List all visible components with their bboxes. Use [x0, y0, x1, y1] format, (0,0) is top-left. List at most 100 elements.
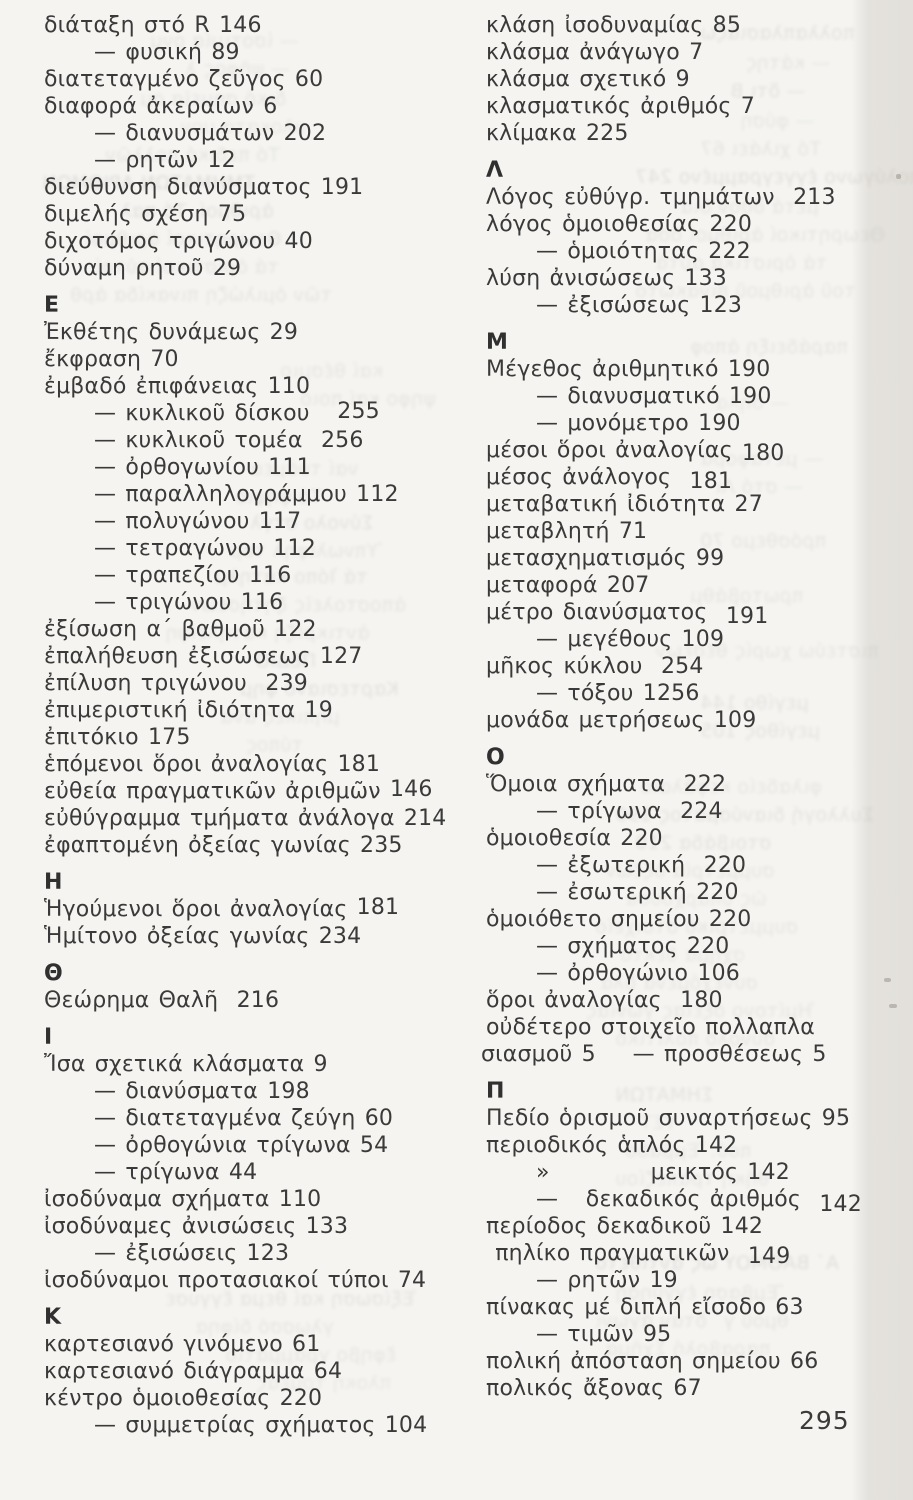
index-entry: — μεγέθους 109 — [486, 626, 912, 653]
index-page-ref: 95 — [812, 1106, 851, 1131]
index-term: ἐπαλήθευση ἐξισώσεως — [44, 644, 311, 669]
index-term: μῆκος κύκλου — [486, 654, 652, 679]
index-page-ref: 111 — [259, 455, 311, 480]
index-entry: κλίμακα 225 — [486, 120, 912, 147]
index-entry: » μεικτός 142 — [486, 1159, 912, 1186]
index-entry: ἰσοδύναμοι προτασιακοί τύποι 74 — [44, 1267, 478, 1294]
index-term: Ἐκθέτης δυνάμεως — [44, 320, 261, 345]
index-term: ἔκφραση — [44, 347, 142, 372]
index-term: ὁμοιοθεσία — [486, 826, 612, 851]
index-entry: δύναμη ρητοῦ 29 — [44, 255, 478, 282]
index-page-ref: 190 — [688, 411, 741, 436]
index-entry: μετασχηματισμός 99 — [486, 545, 912, 572]
index-entry: — φυσική 89 — [44, 39, 478, 66]
index-page-ref: 142 — [810, 1192, 862, 1217]
index-term: — ἐσωτερική — [536, 880, 687, 905]
index-page-ref: 133 — [296, 1214, 349, 1239]
section-letter: Λ — [486, 158, 504, 183]
index-term: λύση ἀνισώσεως — [486, 266, 676, 291]
index-term: — μεγέθους — [536, 627, 673, 652]
index-page-ref: 71 — [609, 519, 648, 544]
index-page-ref: 123 — [237, 1241, 290, 1266]
index-page-ref: 109 — [704, 708, 757, 733]
index-entry: Θεώρημα Θαλῆ 216 — [44, 987, 478, 1014]
index-term: ἰσοδύναμες ἀνισώσεις — [44, 1214, 297, 1239]
index-page-ref: 95 — [633, 1322, 672, 1347]
index-term: ἐφαπτομένη ὀξείας γωνίας — [44, 833, 351, 858]
index-entry: — ὁμοιότητας 222 — [486, 238, 912, 265]
index-entry: — μονόμετρο 190 — [486, 410, 912, 437]
index-page-ref: 112 — [346, 482, 399, 507]
index-term: μέτρο διανύσματος — [486, 600, 717, 625]
index-term: — τιμῶν — [536, 1322, 634, 1347]
index-term: — ρητῶν — [536, 1268, 641, 1293]
index-entry: κέντρο ὁμοιοθεσίας 220 — [44, 1385, 478, 1412]
index-term: διμελής σχέση — [44, 202, 209, 227]
index-term: — φυσική — [94, 40, 203, 65]
index-term: ὁμοιόθετο σημείου — [486, 907, 700, 932]
index-page-ref: 110 — [258, 374, 311, 399]
index-entry: — ἐσωτερική 220 — [486, 879, 912, 906]
index-page-ref: 149 — [738, 1244, 791, 1269]
index-entry: ἐξίσωση α΄ βαθμοῦ 122 — [44, 616, 478, 643]
index-page-ref: 214 — [394, 806, 447, 831]
index-entry: — διανυσμάτων 202 — [44, 120, 478, 147]
index-term: — τετραγώνου — [94, 536, 265, 561]
index-entry: — τριγώνου 116 — [44, 589, 478, 616]
ink-speck — [896, 174, 901, 179]
index-entry: εὐθεία πραγματικῶν ἀριθμῶν 146 — [44, 777, 478, 805]
index-term: — τόξου — [536, 681, 634, 706]
index-entry: μεταβλητή 71 — [486, 518, 912, 545]
index-term: ἐπιτόκιο — [44, 725, 139, 750]
index-page-ref: 255 — [328, 399, 380, 424]
index-page-ref: 239 — [256, 671, 308, 696]
index-entry: λύση ἀνισώσεως 133 — [486, 265, 912, 292]
index-page-ref: 142 — [738, 1160, 790, 1185]
index-page-ref: 220 — [611, 826, 663, 851]
index-entry: πίνακας μέ διπλή εἴσοδο 63 — [486, 1294, 912, 1321]
index-entry: κλασματικός ἀριθμός 7 — [486, 93, 912, 120]
index-term: περιοδικός ἁπλός — [486, 1133, 686, 1158]
index-entry: ἑπόμενοι ὅροι ἀναλογίας 181 — [44, 751, 478, 778]
index-term: δύναμη ρητοῦ — [44, 256, 204, 281]
index-entry: πολική ἀπόσταση σημείου 66 — [486, 1348, 912, 1375]
index-entry: ἐπιμεριστική ἰδιότητα 19 — [44, 697, 478, 724]
index-page-ref: 220 — [699, 907, 752, 932]
index-page-ref: 60 — [355, 1106, 394, 1131]
index-page-ref: 117 — [249, 509, 302, 534]
index-page-ref: 116 — [239, 563, 292, 588]
index-term: μεταφορά — [486, 573, 598, 598]
ink-speck — [884, 978, 891, 982]
index-term: — συμμετρίας σχήματος — [94, 1413, 376, 1438]
section-letter: Η — [44, 870, 63, 895]
index-term: πίνακας μέ διπλή εἴσοδο — [486, 1295, 767, 1320]
index-term: μεταβατική ἰδιότητα — [486, 492, 726, 517]
index-page-ref: 63 — [766, 1295, 804, 1320]
index-page-ref: 40 — [275, 229, 313, 254]
index-term: μετασχηματισμός — [486, 546, 687, 571]
index-entry: — ἐξισώσεις 123 — [44, 1240, 478, 1267]
index-page-ref: 27 — [725, 492, 763, 517]
index-term: ἐξίσωση α΄ βαθμοῦ — [44, 617, 265, 642]
index-entry: κλάση ἰσοδυναμίας 85 — [486, 12, 912, 39]
index-term: ἐμβαδό ἐπιφάνειας — [44, 374, 259, 399]
index-term: Μέγεθος ἀριθμητικό — [486, 357, 719, 382]
index-page-ref: 181 — [328, 752, 381, 777]
page-number: 295 — [799, 1406, 850, 1435]
index-term: κλάσμα σχετικό — [486, 67, 667, 92]
index-page-ref: 207 — [597, 573, 650, 598]
index-entry: μεταφορά 207 — [486, 572, 912, 599]
index-page-ref: 104 — [375, 1413, 428, 1438]
index-term: μεταβλητή — [486, 519, 610, 544]
index-page-ref: 29 — [260, 320, 299, 345]
index-entry: εὐθύγραμμα τμήματα ἀνάλογα 214 — [44, 805, 478, 832]
index-page-ref: 19 — [640, 1268, 678, 1293]
index-term: ἐπιμεριστική ἰδιότητα — [44, 698, 296, 723]
index-entry: Ἡγούμενοι ὅροι ἀναλογίας 181 — [44, 895, 478, 923]
index-entry: μέσοι ὅροι ἀναλογίας 180 — [486, 437, 912, 466]
index-entry: — τρίγωνα 224 — [486, 798, 912, 825]
index-entry: — κυκλικοῦ τομέα 256 — [44, 427, 478, 454]
index-term: — ἐξωτερική — [536, 853, 695, 878]
